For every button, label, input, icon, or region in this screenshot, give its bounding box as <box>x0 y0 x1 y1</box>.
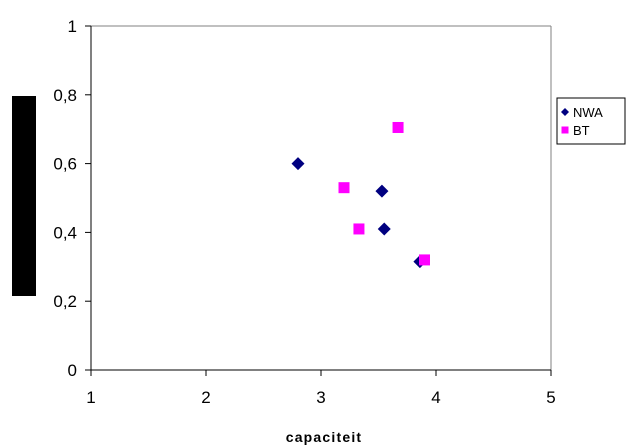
y-axis-title-redaction <box>12 96 36 296</box>
legend-marker-nwa <box>561 108 569 116</box>
x-tick-label: 4 <box>431 388 440 407</box>
point-bt <box>392 121 404 133</box>
point-bt <box>353 223 365 235</box>
x-axis-title: capaciteit <box>286 429 363 445</box>
point-nwa <box>377 222 391 236</box>
legend-marker-bt <box>561 126 569 134</box>
y-tick-label: 0,6 <box>53 155 77 174</box>
point-bt <box>338 182 350 194</box>
y-tick-label: 1 <box>68 17 77 36</box>
legend-items: NWA BT <box>561 105 603 138</box>
y-tick-label: 0,2 <box>53 292 77 311</box>
x-axis-ticks: 1 2 3 4 5 <box>86 370 556 407</box>
x-tick-label: 3 <box>316 388 325 407</box>
plot-frame <box>90 25 552 371</box>
x-tick-label: 5 <box>546 388 555 407</box>
x-tick-label: 1 <box>86 388 95 407</box>
y-tick-label: 0 <box>68 361 77 380</box>
x-tick-label: 2 <box>201 388 210 407</box>
y-tick-label: 0,8 <box>53 86 77 105</box>
legend-label-bt: BT <box>573 123 590 138</box>
legend-box <box>556 97 626 145</box>
data-points <box>291 121 430 269</box>
y-axis-ticks: 0 0,2 0,4 0,6 0,8 1 <box>53 17 91 380</box>
legend: NWA BT <box>556 97 626 145</box>
y-tick-label: 0,4 <box>53 223 77 242</box>
legend-label-nwa: NWA <box>573 105 603 120</box>
point-bt <box>419 254 430 266</box>
point-nwa <box>375 184 389 198</box>
point-nwa <box>291 157 305 171</box>
